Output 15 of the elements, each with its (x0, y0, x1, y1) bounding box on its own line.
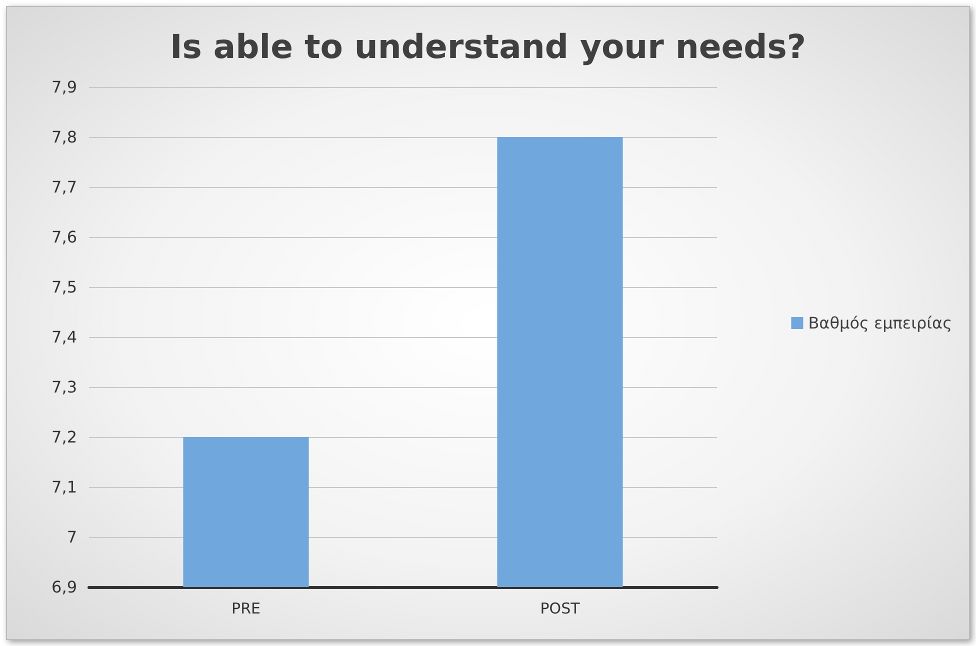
y-tick-label: 7,3 (52, 378, 77, 396)
y-tick-label: 7,9 (52, 78, 77, 96)
legend-label: Βαθμός εμπειρίας (808, 314, 952, 332)
y-tick-label: 7,1 (52, 478, 77, 496)
y-tick-label: 6,9 (52, 578, 77, 596)
x-tick-label: POST (540, 600, 581, 618)
x-tick-label: PRE (232, 600, 260, 618)
y-tick-label: 7 (66, 528, 77, 546)
y-tick-label: 7,6 (52, 228, 77, 246)
y-tick-label: 7,5 (52, 278, 77, 296)
y-tick-label: 7,4 (52, 328, 77, 346)
chart-title: Is able to understand your needs? (170, 27, 806, 66)
y-tick-label: 7,8 (52, 128, 77, 146)
y-tick-label: 7,2 (52, 428, 77, 446)
y-tick-label: 7,7 (52, 178, 77, 196)
